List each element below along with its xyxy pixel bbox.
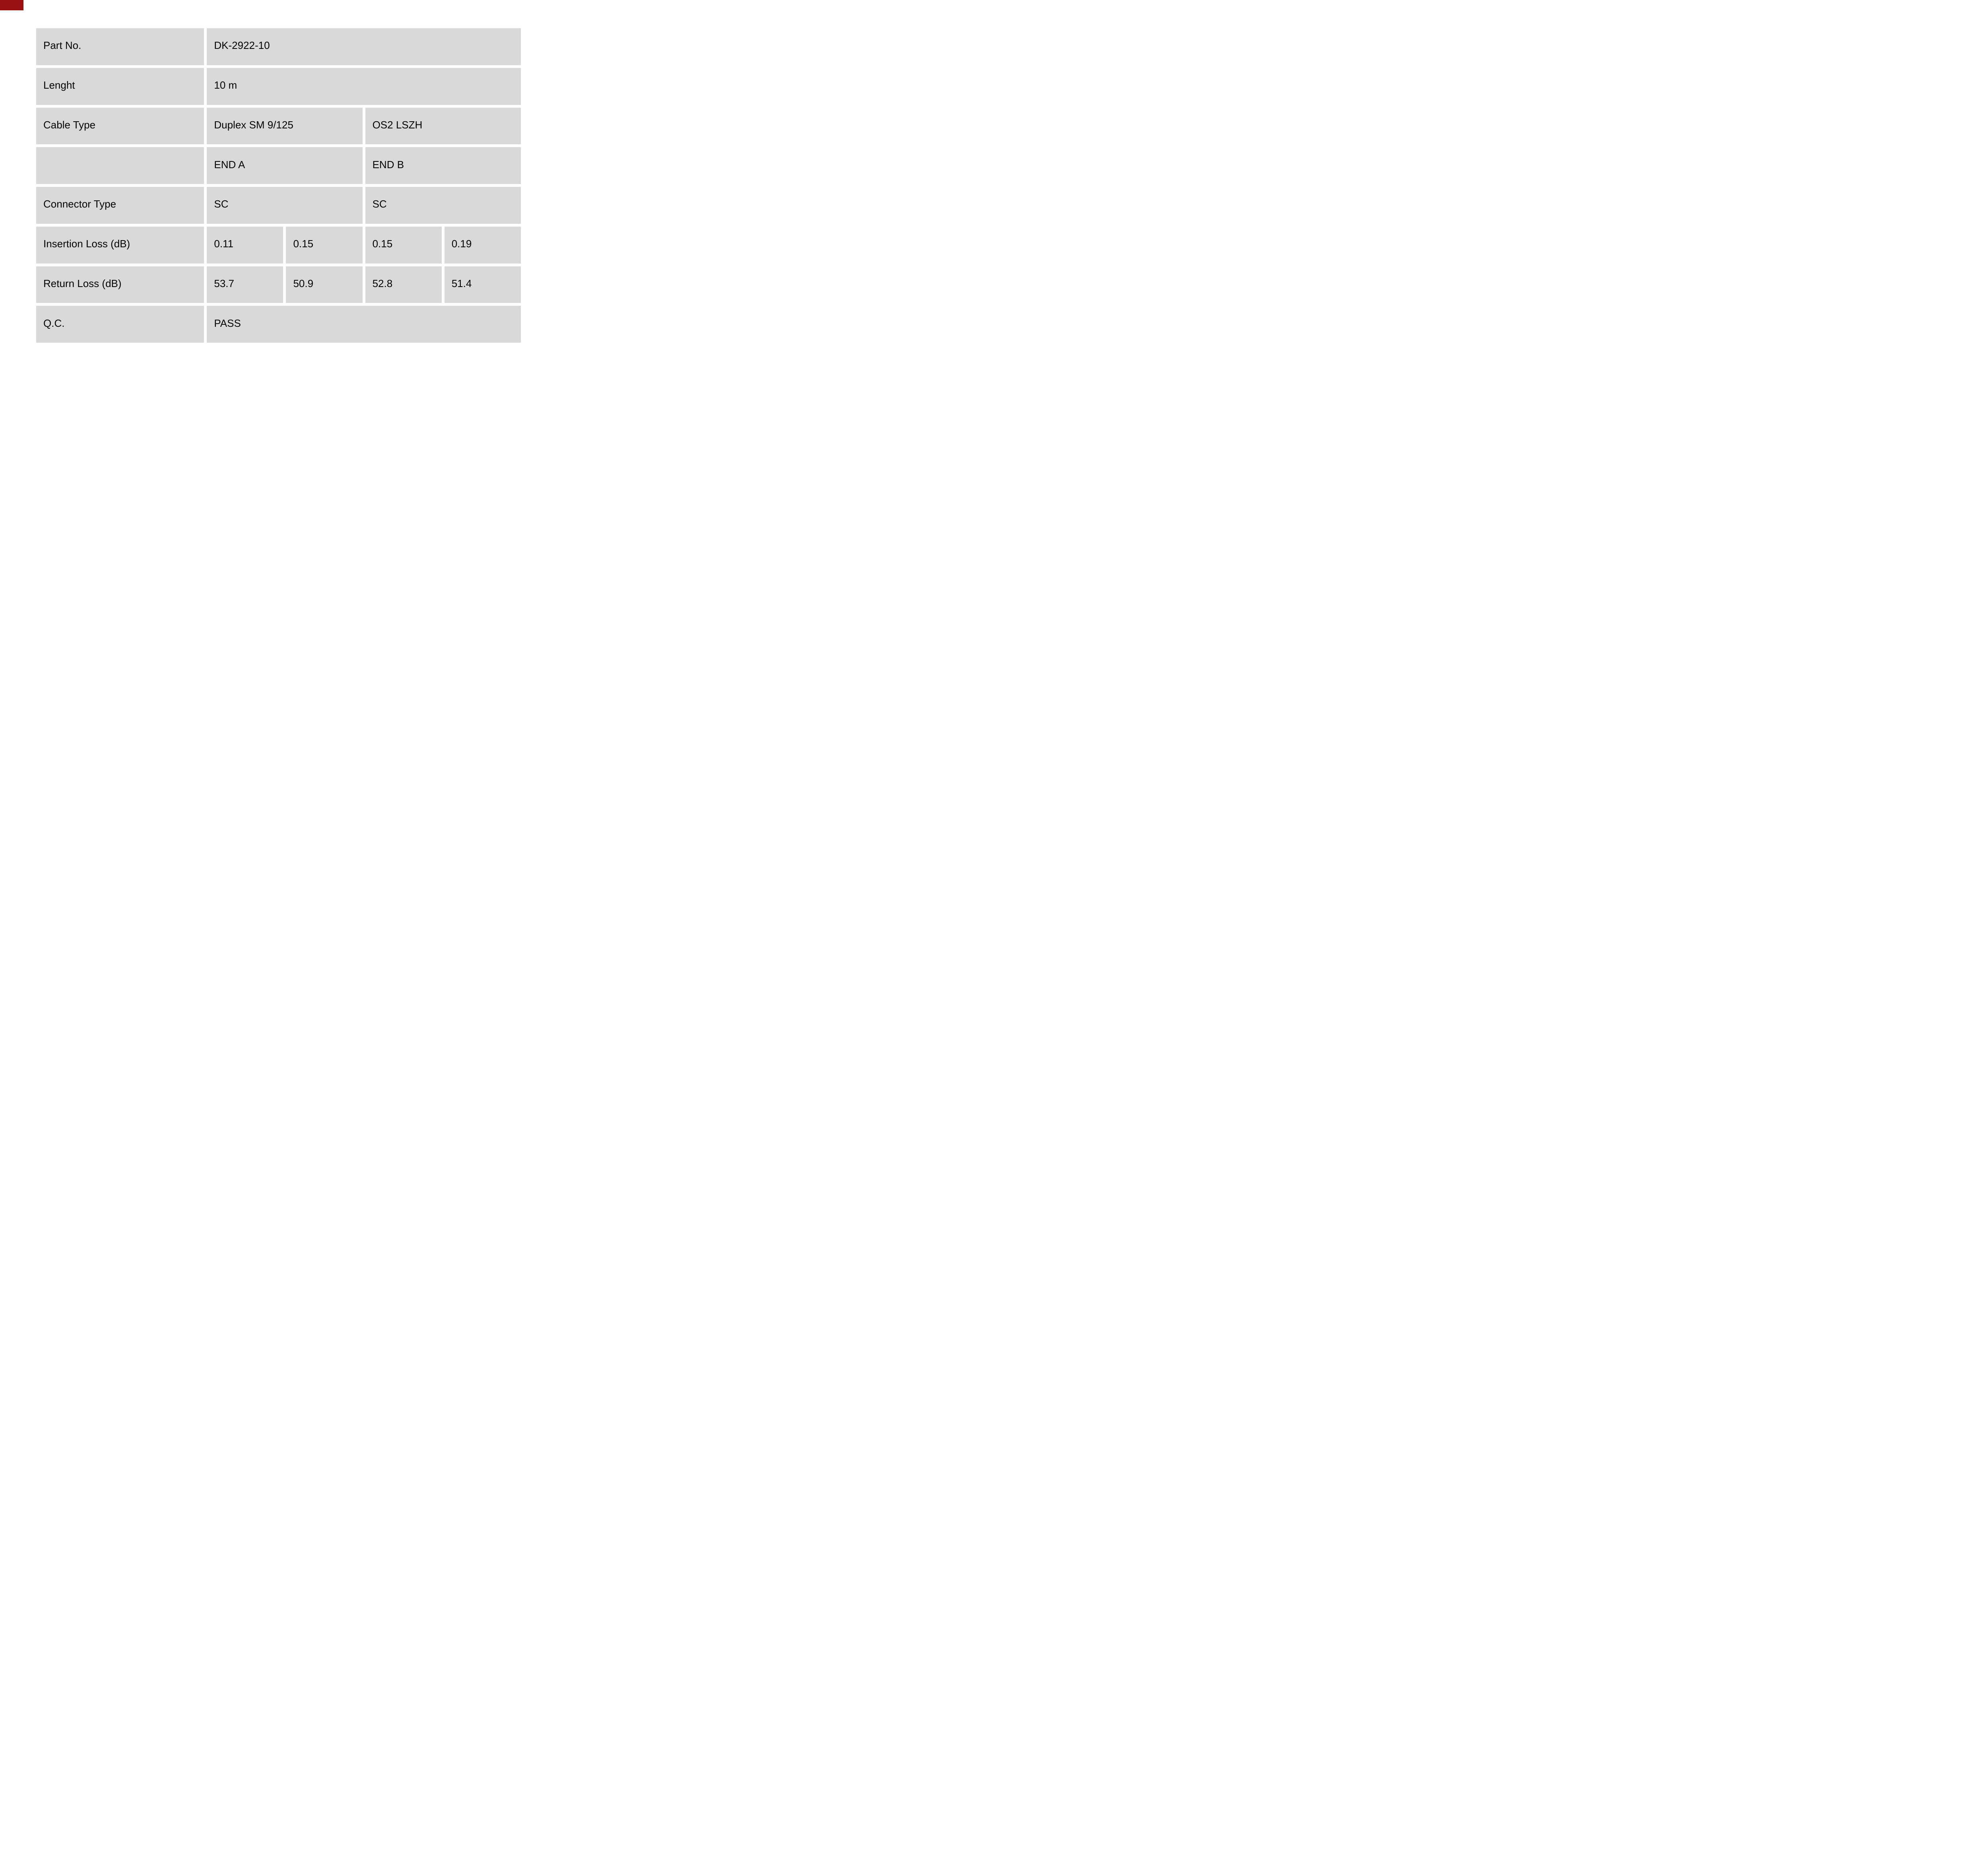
table-row-label: Cable Type <box>36 107 204 145</box>
table-cell: 50.9 <box>286 266 363 303</box>
table-cell: 0.19 <box>444 226 521 264</box>
table-cell: OS2 LSZH <box>365 107 521 145</box>
table-cell: SC <box>207 187 363 224</box>
table-cell: 51.4 <box>444 266 521 303</box>
table-cell: 10 m <box>207 68 521 105</box>
table-row-label <box>36 147 204 184</box>
table-row-label: Lenght <box>36 68 204 105</box>
table-cell: END B <box>365 147 521 184</box>
page: Part No. DK-2922-10 Lenght 10 m Cable Type Du… <box>0 0 557 371</box>
table-cell: END A <box>207 147 363 184</box>
table-cell: 0.11 <box>207 226 283 264</box>
table-row-label: Part No. <box>36 28 204 65</box>
table-row-label: Connector Type <box>36 187 204 224</box>
table-cell: 53.7 <box>207 266 283 303</box>
table-cell: 0.15 <box>365 226 442 264</box>
table-cell: SC <box>365 187 521 224</box>
table-cell: PASS <box>207 306 521 343</box>
table-cell: Duplex SM 9/125 <box>207 107 363 145</box>
table-cell: DK-2922-10 <box>207 28 521 65</box>
table-cell: 0.15 <box>286 226 363 264</box>
table-row-label: Insertion Loss (dB) <box>36 226 204 264</box>
table-row-label: Q.C. <box>36 306 204 343</box>
spec-table: Part No. DK-2922-10 Lenght 10 m Cable Type Du… <box>36 28 521 343</box>
table-cell: 52.8 <box>365 266 442 303</box>
table-row-label: Return Loss (dB) <box>36 266 204 303</box>
corner-artifact-mark <box>0 0 23 10</box>
